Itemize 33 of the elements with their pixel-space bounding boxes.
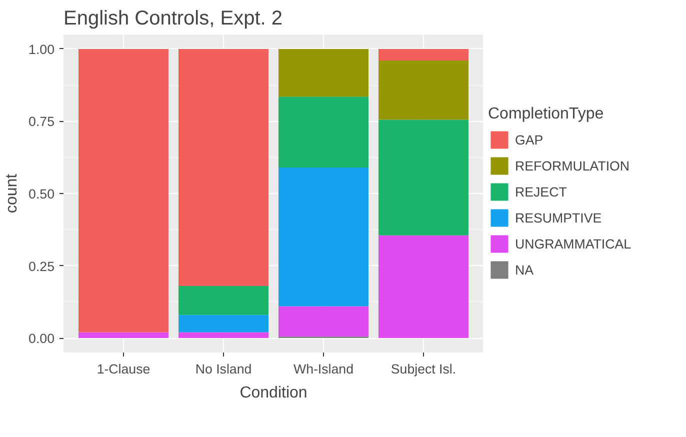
bar — [278, 167, 368, 306]
y-tick-label: 0.75 — [28, 114, 55, 130]
x-tick-label: Subject Isl. — [390, 362, 456, 376]
y-tick-label: 1.00 — [28, 42, 55, 57]
bar — [178, 286, 268, 315]
bar — [178, 332, 268, 338]
y-tick-label: 0.25 — [28, 258, 55, 274]
bar — [378, 48, 468, 61]
bar — [278, 48, 368, 97]
x-axis-title: Condition — [240, 384, 308, 402]
bar — [278, 306, 368, 337]
legend-title: CompletionType — [488, 106, 605, 124]
legend-label: REJECT — [515, 184, 567, 199]
bar — [378, 60, 468, 120]
bar — [78, 48, 168, 332]
x-tick-label: 1-Clause — [96, 362, 150, 376]
legend-label: GAP — [515, 132, 544, 147]
y-tick-label: 0.50 — [28, 186, 55, 202]
bar — [78, 332, 168, 338]
legend-label: NA — [515, 262, 535, 277]
bar — [278, 96, 368, 168]
y-axis-title: count — [4, 173, 21, 214]
bar — [178, 48, 268, 286]
legend-label: RESUMPTIVE — [515, 210, 602, 225]
bar — [378, 120, 468, 236]
x-tick-label: Wh-Island — [294, 362, 354, 376]
x-tick-label: No Island — [195, 362, 252, 376]
bar — [378, 235, 468, 338]
y-tick-label: 0.00 — [28, 331, 55, 346]
legend-label: UNGRAMMATICAL — [515, 236, 632, 251]
chart-title: English Controls, Expt. 2 — [64, 8, 282, 30]
bar — [178, 314, 268, 332]
legend-label: REFORMULATION — [515, 158, 630, 173]
